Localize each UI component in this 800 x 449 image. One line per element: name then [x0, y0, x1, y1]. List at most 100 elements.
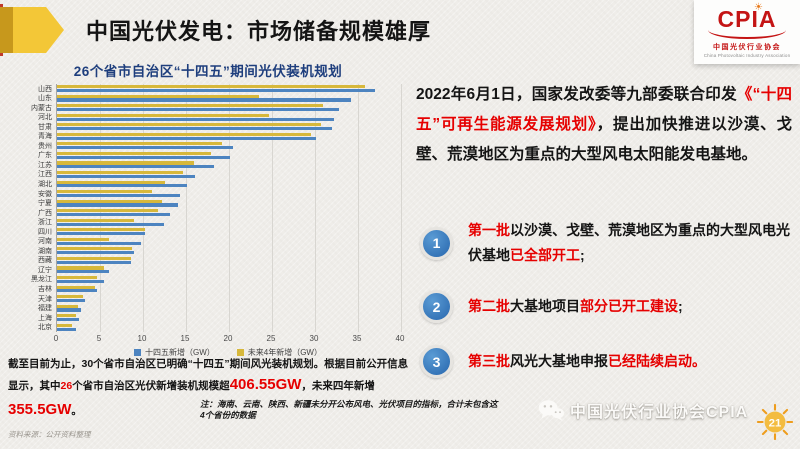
- x-tick-label: 15: [180, 334, 190, 343]
- y-axis-label: 浙江: [38, 219, 52, 227]
- bar-row: 山东: [38, 94, 401, 103]
- intro-paragraph: 2022年6月1日，国家发改委等九部委联合印发《“十四五”可再生能源发展规划》，…: [416, 80, 792, 169]
- bar-14th-five-year: [57, 184, 187, 188]
- bar-row: 北京: [38, 323, 401, 332]
- bar-future-4yr: [57, 218, 134, 222]
- bar-14th-five-year: [57, 165, 214, 169]
- y-axis-label: 上海: [38, 314, 52, 322]
- bar-future-4yr: [57, 276, 97, 280]
- bar-14th-five-year: [57, 98, 352, 102]
- bar-future-4yr: [57, 304, 78, 308]
- numbered-list: 1 第一批以沙漠、戈壁、荒漠地区为重点的大型风电光伏基地已全部开工; 2 第二批…: [420, 218, 792, 400]
- bar-14th-five-year: [57, 289, 97, 293]
- y-axis-label: 贵州: [38, 142, 52, 150]
- y-axis-label: 山东: [38, 95, 52, 103]
- bar-row: 吉林: [38, 284, 401, 293]
- list-item: 2 第二批大基地项目部分已开工建设;: [420, 290, 792, 324]
- item-number-badge: 2: [420, 290, 453, 324]
- bar-row: 青海: [38, 132, 401, 141]
- y-axis-label: 湖北: [38, 181, 52, 189]
- y-axis-label: 广西: [38, 209, 52, 217]
- bar-row: 广东: [38, 151, 401, 160]
- logo-swoosh-decoration: [708, 30, 786, 39]
- text-segment: 风光大基地申报: [510, 353, 608, 370]
- text-segment: 2022年6月1日，国家发改委等九部委联合印发: [416, 86, 737, 103]
- item-text: 第一批以沙漠、戈壁、荒漠地区为重点的大型风电光伏基地已全部开工;: [468, 218, 792, 268]
- bar-row: 宁夏: [38, 199, 401, 208]
- legend-swatch: [236, 349, 244, 356]
- text-segment: 截至目前为止，30个省市自治区已明确“十四五”期间风光装机规划。根据目前公开信息…: [8, 358, 409, 393]
- chart-legend: 十四五新增（GW） 未来4年新增（GW）: [56, 347, 400, 358]
- bar-14th-five-year: [57, 107, 340, 112]
- bar-future-4yr: [57, 247, 132, 251]
- bar-future-4yr: [57, 151, 211, 156]
- y-axis-label: 江西: [38, 171, 52, 179]
- bar-14th-five-year: [57, 146, 234, 150]
- bar-future-4yr: [57, 132, 311, 136]
- text-segment: 以沙漠、戈壁、荒漠地区为重点的大型风电光伏基地: [468, 222, 790, 264]
- text-segment: 26: [60, 380, 73, 393]
- bar-14th-five-year: [57, 222, 164, 226]
- bar-chart: 山西 山东 内蒙古 河北 甘肃 青海 贵州 广东 江苏 江西 湖北 安徽 宁夏 广西 浙江 四川 河南 湖南 西藏辽…: [10, 84, 410, 358]
- cpia-logo: ☀ CPIA 中国光伏行业协会 China Photovoltaic Indus…: [694, 0, 800, 64]
- bar-14th-five-year: [57, 136, 316, 140]
- bar-14th-five-year: [57, 203, 179, 207]
- y-axis-label: 西藏: [38, 257, 52, 265]
- gridline: [272, 84, 273, 332]
- y-axis-label: 黑龙江: [31, 276, 52, 284]
- y-axis-label: 河南: [38, 238, 52, 246]
- legend-item: 未来4年新增（GW）: [236, 347, 322, 358]
- bar-future-4yr: [57, 237, 110, 241]
- bar-row: 福建: [38, 304, 401, 313]
- bar-14th-five-year: [57, 327, 76, 331]
- y-axis-label: 甘肃: [38, 123, 52, 131]
- bar-future-4yr: [57, 142, 223, 146]
- text-segment: 《“十四五”可再生能源发展规划》: [416, 86, 792, 133]
- x-tick-label: 25: [266, 334, 276, 343]
- wechat-footer: 中国光伏行业协会CPIA: [538, 398, 748, 422]
- bar-future-4yr: [57, 123, 322, 127]
- bar-14th-five-year: [57, 251, 135, 255]
- bar-future-4yr: [57, 190, 152, 194]
- bar-future-4yr: [57, 85, 365, 89]
- bar-14th-five-year: [57, 127, 333, 131]
- bar-14th-five-year: [57, 155, 230, 159]
- chart-title: 26个省市自治区“十四五”期间光伏装机规划: [73, 64, 343, 79]
- item-text: 第三批风光大基地申报已经陆续启动。: [468, 349, 792, 374]
- bar-future-4yr: [57, 314, 76, 318]
- bar-future-4yr: [57, 285, 95, 289]
- logo-name-cn: 中国光伏行业协会: [713, 44, 781, 51]
- summary-text: 截至目前为止，30个省市自治区已明确“十四五”期间风光装机规划。根据目前公开信息…: [8, 356, 418, 423]
- bar-row: 江苏: [38, 160, 401, 169]
- bar-future-4yr: [57, 295, 83, 299]
- bar-row: 西藏: [38, 256, 401, 265]
- bar-rows: 山西 山东 内蒙古 河北 甘肃 青海 贵州 广东 江苏 江西 湖北 安徽 宁夏 广西 浙江 四川 河南 湖南 西藏辽…: [31, 84, 401, 332]
- y-axis-label: 广东: [38, 152, 52, 160]
- bar-future-4yr: [57, 104, 323, 108]
- footnote: 注：海南、云南、陕西、新疆未分开公布风电、光伏项目的指标，合计未包含这4个省份的…: [200, 399, 498, 421]
- item-number-badge: 1: [420, 226, 453, 260]
- text-segment: 已全部开工: [510, 247, 580, 264]
- y-axis-label: 内蒙古: [31, 104, 52, 112]
- text-segment: ;: [580, 247, 585, 264]
- bar-row: 贵州: [38, 141, 401, 150]
- x-tick-label: 30: [309, 334, 319, 343]
- text-segment: 已经陆续启动。: [608, 353, 706, 370]
- page-title: 中国光伏发电：市场储备规模雄厚: [86, 19, 432, 44]
- logo-name-en: China Photovoltaic Industry Association: [703, 53, 791, 58]
- plot-area: 山西 山东 内蒙古 河北 甘肃 青海 贵州 广东 江苏 江西 湖北 安徽 宁夏 广西 浙江 四川 河南 湖南 西藏辽…: [31, 84, 402, 332]
- x-tick-label: 20: [223, 334, 233, 343]
- gridline: [143, 84, 144, 332]
- y-axis-label: 辽宁: [38, 266, 52, 274]
- bar-row: 内蒙古: [31, 103, 401, 112]
- y-axis-label: 安徽: [38, 190, 52, 198]
- bar-14th-five-year: [57, 212, 170, 217]
- gridline: [186, 84, 187, 332]
- wechat-icon: [538, 400, 564, 421]
- bar-future-4yr: [57, 323, 73, 327]
- bar-row: 河南: [38, 237, 401, 246]
- logo-sun-icon: ☀: [754, 2, 763, 13]
- y-axis-label: 河北: [38, 114, 52, 122]
- bar-14th-five-year: [57, 318, 80, 322]
